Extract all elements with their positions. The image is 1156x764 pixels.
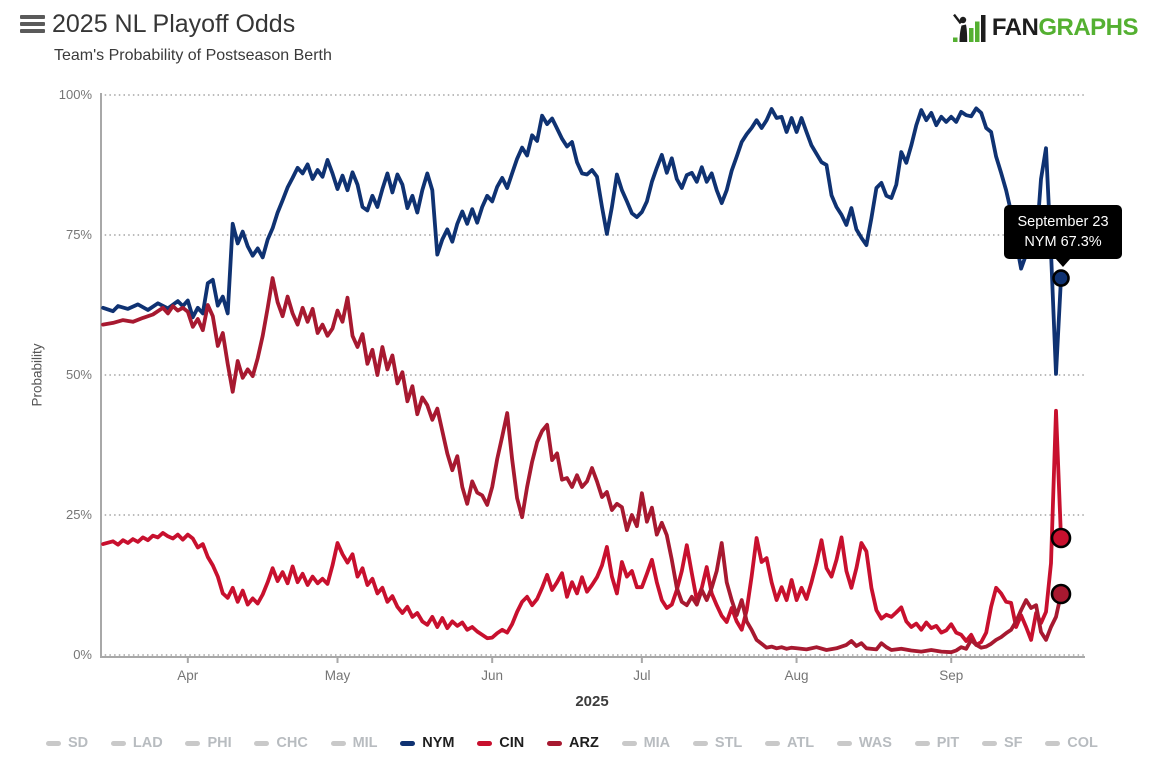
series-line-ARZ[interactable] xyxy=(101,276,1063,655)
legend-swatch-SD xyxy=(46,740,61,746)
legend-swatch-WAS xyxy=(836,740,852,746)
x-tick-label-Sep: Sep xyxy=(939,668,964,683)
y-tick-label-0%: 0% xyxy=(73,647,92,662)
legend-item-LAD[interactable]: LAD xyxy=(110,735,163,751)
legend-swatch-CHC xyxy=(254,740,270,746)
legend-label-SD: SD xyxy=(68,735,89,751)
legend-label-STL: STL xyxy=(714,735,743,751)
legend-label-MIA: MIA xyxy=(643,735,671,751)
chart-tooltip: September 23 NYM 67.3% xyxy=(1004,205,1122,267)
y-tick-label-50%: 50% xyxy=(65,367,92,382)
legend-label-SF: SF xyxy=(1004,735,1023,751)
legend-item-STL[interactable]: STL xyxy=(692,735,743,751)
legend-label-LAD: LAD xyxy=(132,735,163,751)
x-axis-year-label: 2025 xyxy=(575,693,609,710)
legend-label-WAS: WAS xyxy=(858,735,892,751)
legend-swatch-LAD xyxy=(110,740,126,746)
legend-item-ATL[interactable]: ATL xyxy=(765,735,814,751)
legend-label-ATL: ATL xyxy=(787,735,815,751)
legend-swatch-MIA xyxy=(621,740,637,746)
legend-swatch-ATL xyxy=(765,740,781,746)
tooltip-date: September 23 xyxy=(1017,214,1109,230)
legend-item-MIL[interactable]: MIL xyxy=(330,735,378,751)
end-marker-NYM[interactable] xyxy=(1052,269,1070,287)
logo-text-fan: FAN xyxy=(991,13,1039,41)
end-marker-CIN[interactable] xyxy=(1050,527,1072,549)
legend-label-MIL: MIL xyxy=(352,735,378,751)
legend-item-PIT[interactable]: PIT xyxy=(914,735,960,751)
legend-swatch-NYM xyxy=(400,740,416,746)
legend-item-MIA[interactable]: MIA xyxy=(621,735,671,751)
legend-swatch-STL xyxy=(692,740,708,746)
legend-swatch-SF xyxy=(982,740,998,746)
y-tick-label-25%: 25% xyxy=(65,507,92,522)
legend-swatch-MIL xyxy=(330,740,346,746)
legend-item-CHC[interactable]: CHC xyxy=(254,735,308,751)
x-tick-label-Apr: Apr xyxy=(177,668,199,683)
legend-swatch-ARZ xyxy=(547,740,562,746)
legend-swatch-PHI xyxy=(185,740,201,746)
legend-item-CIN[interactable]: CIN xyxy=(477,735,524,751)
legend-item-PHI[interactable]: PHI xyxy=(185,735,232,751)
hamburger-bar xyxy=(20,22,45,26)
series-line-NYM[interactable] xyxy=(101,106,1063,376)
legend-label-PHI: PHI xyxy=(207,735,232,751)
legend-swatch-COL xyxy=(1045,740,1061,746)
fangraphs-logo[interactable]: FANGRAPHS xyxy=(952,13,1139,42)
x-tick-label-Jul: Jul xyxy=(633,668,651,683)
x-tick-label-May: May xyxy=(324,668,351,683)
series-line-CIN[interactable] xyxy=(101,408,1063,647)
legend-label-PIT: PIT xyxy=(936,735,960,751)
y-tick-label-75%: 75% xyxy=(65,227,92,242)
legend-label-ARZ: ARZ xyxy=(569,735,599,751)
x-tick-label-Aug: Aug xyxy=(784,668,809,683)
team-legend: SD LAD PHI CHC MIL NYM CIN ARZ MIA STL ATL WAS PIT SF… xyxy=(46,735,1098,751)
end-marker-ARZ[interactable] xyxy=(1050,583,1072,605)
legend-label-CHC: CHC xyxy=(276,735,308,751)
fangraphs-batter-icon xyxy=(952,13,986,42)
y-tick-label-100%: 100% xyxy=(58,87,92,102)
fangraphs-wordmark: FANGRAPHS xyxy=(991,13,1139,42)
page-subtitle: Team's Probability of Postseason Berth xyxy=(54,47,332,64)
hamburger-bar xyxy=(20,29,45,33)
hamburger-menu-icon[interactable] xyxy=(20,15,45,36)
legend-label-CIN: CIN xyxy=(499,735,525,751)
playoff-odds-chart[interactable] xyxy=(0,0,1156,730)
page-title: 2025 NL Playoff Odds xyxy=(52,10,296,38)
legend-item-COL[interactable]: COL xyxy=(1045,735,1098,751)
legend-label-NYM: NYM xyxy=(422,735,455,751)
legend-item-WAS[interactable]: WAS xyxy=(836,735,892,751)
legend-swatch-PIT xyxy=(914,740,930,746)
legend-item-SD[interactable]: SD xyxy=(46,735,88,751)
legend-item-ARZ[interactable]: ARZ xyxy=(547,735,599,751)
legend-swatch-CIN xyxy=(477,740,493,746)
tooltip-value: NYM 67.3% xyxy=(1024,234,1102,250)
x-tick-label-Jun: Jun xyxy=(481,668,504,683)
legend-label-COL: COL xyxy=(1067,735,1098,751)
legend-item-NYM[interactable]: NYM xyxy=(400,735,455,751)
hamburger-bar xyxy=(20,15,45,19)
logo-text-graphs: GRAPHS xyxy=(1038,13,1138,41)
legend-item-SF[interactable]: SF xyxy=(982,735,1023,751)
